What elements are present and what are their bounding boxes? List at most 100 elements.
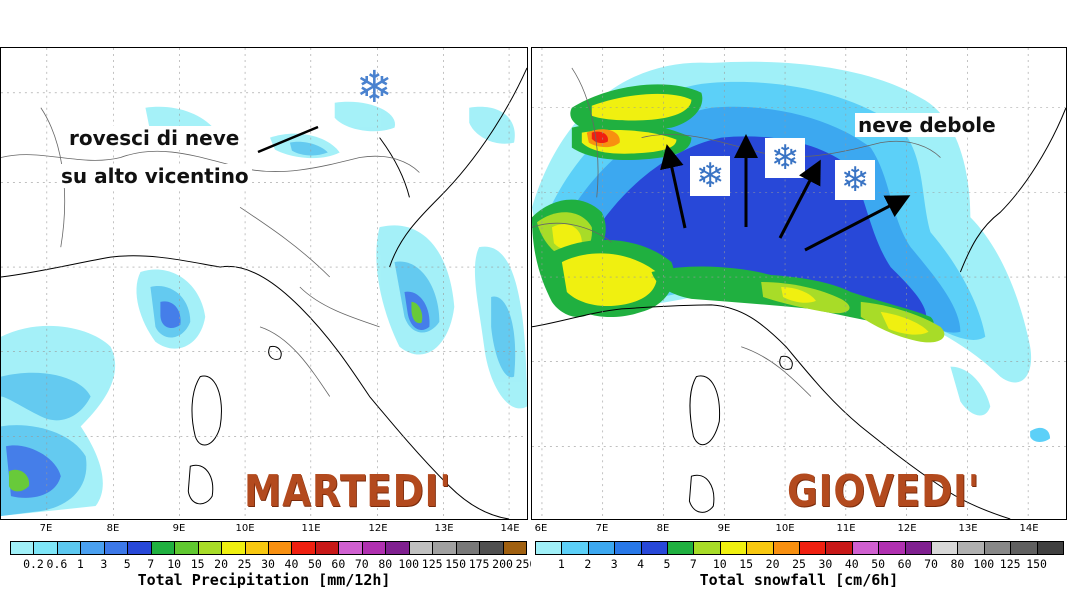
colorbar-swatch (197, 541, 223, 555)
colorbar-tick-label: 80 (378, 557, 393, 571)
colorbar-tick-label: 70 (354, 557, 369, 571)
colorbar-swatch (851, 541, 880, 555)
colorbar-tick-label: 20 (214, 557, 229, 571)
colorbar-swatch (432, 541, 457, 555)
colorbar-swatch (719, 541, 748, 555)
colorbar-tick-label: 3 (100, 557, 108, 571)
colorbar-tick-label: 200 (492, 557, 513, 571)
colorbar-swatch (338, 541, 363, 555)
colorbar-swatch (667, 541, 695, 555)
precipitation-colorbar-ticks: 0.2 0.6 1 3 5 7 10 15 20 25 30 40 50 60 70 80 100 125 150 1… (10, 557, 536, 571)
left-day-label: MARTEDI' (244, 466, 452, 517)
borders (532, 67, 941, 397)
colorbar-tick-label: 4 (637, 557, 645, 571)
colorbar-tick-label: 50 (307, 557, 322, 571)
colorbar-tick-label: 7 (689, 557, 697, 571)
colorbar-swatch (746, 541, 774, 555)
colorbar-swatch (361, 541, 387, 555)
precipitation-map-graphic (1, 48, 527, 519)
colorbar-swatch (314, 541, 340, 555)
right-annotation: neve debole (855, 113, 999, 137)
lon-label: 10E (775, 523, 795, 534)
colorbar-swatch (291, 541, 316, 555)
colorbar-tick-label: 60 (331, 557, 346, 571)
colorbar-tick-label: 60 (897, 557, 912, 571)
colorbar-swatch (535, 541, 563, 555)
colorbar-swatch (408, 541, 434, 555)
coastlines (1, 67, 527, 519)
lon-label: 10E (235, 523, 255, 534)
colorbar-swatch (56, 541, 82, 555)
coastlines (532, 107, 1066, 519)
colorbar-tick-label: 15 (739, 557, 754, 571)
snowflake-icon: ❄ (356, 62, 393, 113)
colorbar-swatch (587, 541, 616, 555)
precipitation-colorbar-title: Total Precipitation [mm/12h] (137, 571, 391, 589)
colorbar-tick-label: 50 (871, 557, 886, 571)
colorbar-tick-label: 2 (584, 557, 592, 571)
snowfall-colorbar-title: Total snowfall [cm/6h] (699, 571, 899, 589)
precipitation-colorbar (10, 541, 527, 555)
colorbar-tick-label: 175 (468, 557, 490, 571)
lon-label: 12E (368, 523, 388, 534)
snowflake-icon: ❄ (835, 160, 875, 200)
colorbar-tick-label: 3 (610, 557, 618, 571)
colorbar-swatch (561, 541, 589, 555)
lon-label: 14E (1019, 523, 1039, 534)
colorbar-swatch (127, 541, 152, 555)
colorbar-swatch (931, 541, 959, 555)
colorbar-swatch (983, 541, 1012, 555)
colorbar-swatch (33, 541, 58, 555)
colorbar-tick-label: 70 (924, 557, 938, 571)
lon-label: 6E (534, 523, 548, 534)
lon-label: 13E (958, 523, 978, 534)
colorbar-swatch (1036, 541, 1064, 555)
lon-label: 8E (656, 523, 670, 534)
colorbar-tick-label: 30 (818, 557, 833, 571)
colorbar-tick-label: 80 (950, 557, 965, 571)
lon-label: 12E (897, 523, 917, 534)
left-longitude-labels: 7E 8E 9E 10E 11E 12E 13E 14E (0, 523, 528, 537)
colorbar-swatch (957, 541, 985, 555)
colorbar-swatch (174, 541, 199, 555)
colorbar-swatch (80, 541, 105, 555)
lon-label: 8E (106, 523, 120, 534)
colorbar-swatch (479, 541, 504, 555)
left-annotation-line1: rovesci di neve (66, 126, 243, 150)
colorbar-swatch (10, 541, 35, 555)
colorbar-tick-label: 10 (712, 557, 727, 571)
colorbar-tick-label: 0.2 (23, 557, 44, 571)
snowfall-colorbar (535, 541, 1064, 555)
lon-label: 11E (836, 523, 856, 534)
colorbar-swatch (502, 541, 527, 555)
lon-label: 9E (717, 523, 731, 534)
colorbar-swatch (244, 541, 269, 555)
colorbar-swatch (614, 541, 642, 555)
colorbar-swatch (904, 541, 932, 555)
colorbar-tick-label: 150 (1026, 557, 1047, 571)
colorbar-tick-label: 150 (445, 557, 467, 571)
colorbar-tick-label: 15 (190, 557, 205, 571)
colorbar-swatch (385, 541, 410, 555)
colorbar-swatch (1010, 541, 1038, 555)
lon-label: 13E (434, 523, 454, 534)
colorbar-swatch (799, 541, 827, 555)
colorbar-swatch (772, 541, 800, 555)
colorbar-tick-label: 30 (261, 557, 275, 571)
colorbar-swatch (103, 541, 129, 555)
colorbar-tick-label: 125 (421, 557, 443, 571)
colorbar-tick-label: 20 (765, 557, 780, 571)
colorbar-tick-label: 100 (973, 557, 995, 571)
right-day-label: GIOVEDI' (787, 466, 981, 517)
colorbar-tick-label: 1 (76, 557, 84, 571)
colorbar-swatch (268, 541, 293, 555)
lon-label: 9E (172, 523, 186, 534)
snowflake-icon: ❄ (690, 156, 730, 196)
colorbar-swatch (150, 541, 176, 555)
lon-label: 11E (301, 523, 321, 534)
colorbar-tick-label: 10 (167, 557, 182, 571)
colorbar-tick-label: 40 (284, 557, 299, 571)
colorbar-swatch (878, 541, 906, 555)
colorbar-swatch (825, 541, 853, 555)
lon-label: 7E (39, 523, 53, 534)
